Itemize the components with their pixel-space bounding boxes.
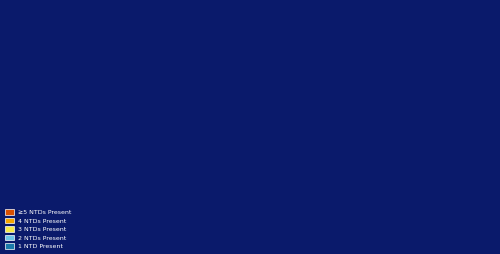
Legend: ≥5 NTDs Present, 4 NTDs Present, 3 NTDs Present, 2 NTDs Present, 1 NTD Present: ≥5 NTDs Present, 4 NTDs Present, 3 NTDs … — [3, 208, 73, 251]
